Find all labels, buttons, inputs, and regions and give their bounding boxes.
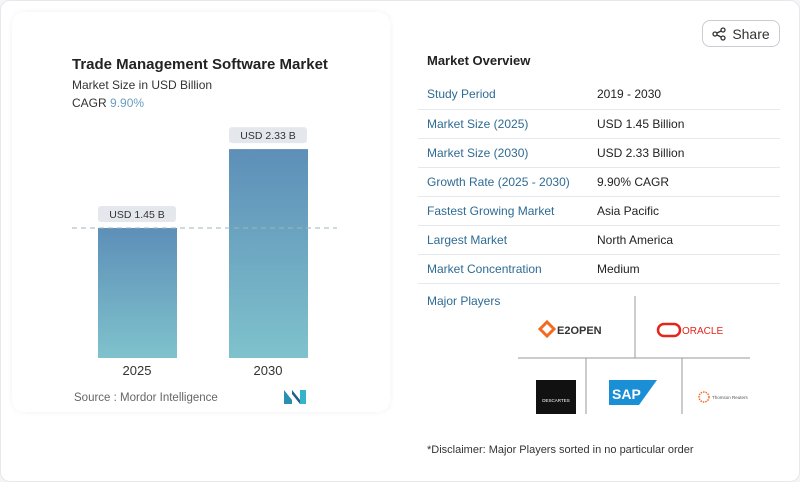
e2open-logo: E2OPEN [537, 319, 602, 339]
overview-row: Study Period 2019 - 2030 [418, 80, 780, 110]
chart-title: Trade Management Software Market [72, 56, 328, 73]
bar-2030 [229, 149, 308, 358]
cagr-label: CAGR [72, 96, 107, 110]
row-key: Growth Rate (2025 - 2030) [418, 167, 588, 197]
sap-logo: SAP [609, 380, 657, 405]
row-key: Market Size (2030) [418, 138, 588, 168]
descartes-text: DESCARTES [542, 398, 569, 403]
row-key: Largest Market [418, 225, 588, 255]
data-label-bg [229, 127, 307, 144]
row-value: North America [588, 225, 780, 255]
data-label: USD 1.45 B [109, 209, 164, 221]
overview-row: Fastest Growing Market Asia Pacific [418, 196, 780, 226]
row-key: Market Size (2025) [418, 109, 588, 139]
overview-row: Market Size (2030) USD 2.33 Billion [418, 138, 780, 168]
x-tick-label: 2025 [123, 363, 152, 378]
cagr-value: 9.90% [110, 96, 145, 110]
share-button[interactable]: Share [702, 20, 780, 47]
share-label: Share [732, 25, 770, 42]
row-key: Fastest Growing Market [418, 196, 588, 226]
oracle-text: ORACLE [682, 326, 723, 337]
overview-row: Growth Rate (2025 - 2030) 9.90% CAGR [418, 167, 780, 197]
thomson-reuters-text: Thomson Reuters [712, 395, 749, 400]
row-value: USD 1.45 Billion [588, 109, 780, 139]
source-text: Source : Mordor Intelligence [74, 392, 218, 404]
oracle-logo: ORACLE [656, 322, 723, 338]
row-key: Study Period [418, 80, 588, 110]
x-tick-label: 2030 [254, 363, 283, 378]
overview-table: Study Period 2019 - 2030 Market Size (2025… [418, 80, 780, 284]
row-value: 2019 - 2030 [588, 80, 780, 110]
share-icon [712, 26, 726, 41]
overview-row: Largest Market North America [418, 225, 780, 255]
major-players-label: Major Players [427, 294, 501, 308]
e2open-text: E2OPEN [557, 325, 602, 337]
row-value: Asia Pacific [588, 196, 780, 226]
bar-2025 [98, 228, 177, 358]
row-value: 9.90% CAGR [588, 167, 780, 197]
disclaimer: *Disclaimer: Major Players sorted in no … [427, 444, 694, 456]
row-value: Medium [588, 254, 780, 284]
chart-card [12, 12, 390, 412]
thomson-reuters-logo: Thomson Reuters [698, 391, 749, 403]
descartes-logo: DESCARTES [536, 380, 576, 414]
major-players-grid: E2OPEN ORACLE DESCARTES SAP Thomson Reut… [518, 296, 750, 414]
chart-subtitle: Market Size in USD Billion [72, 78, 213, 92]
data-label-bg [98, 206, 176, 222]
market-overview-title: Market Overview [427, 53, 531, 68]
data-label: USD 2.33 B [240, 130, 295, 142]
bar-chart: USD 1.45 B 2025 USD 2.33 B 2030 [72, 127, 337, 378]
sap-text: SAP [612, 386, 641, 402]
mordor-logo-icon [284, 390, 306, 404]
overview-row: Market Concentration Medium [418, 254, 780, 284]
row-value: USD 2.33 Billion [588, 138, 780, 168]
overview-row: Market Size (2025) USD 1.45 Billion [418, 109, 780, 139]
cagr: CAGR 9.90% [72, 96, 144, 110]
row-key: Market Concentration [418, 254, 588, 284]
